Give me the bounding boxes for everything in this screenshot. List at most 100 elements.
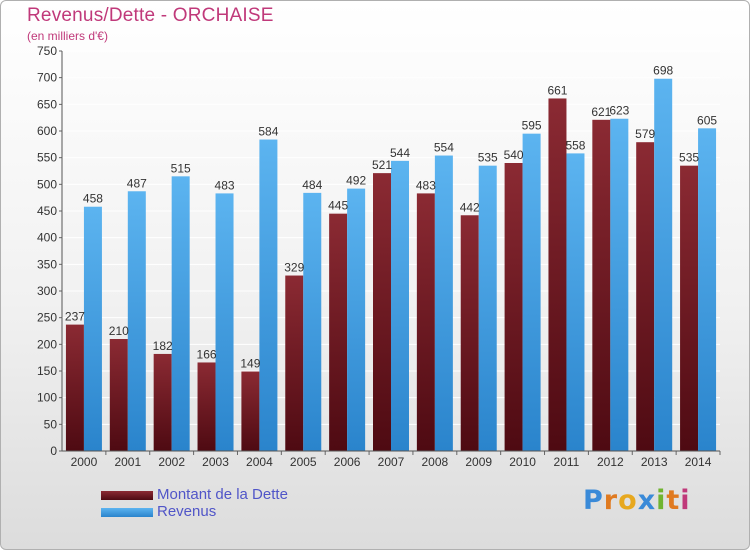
y-tick-label: 450: [37, 204, 57, 218]
data-label-dette: 579: [635, 127, 655, 141]
y-tick-label: 600: [37, 124, 57, 138]
proxiti-logo: Proxiti: [583, 485, 691, 516]
bar-revenus: [522, 133, 541, 451]
bar-dette: [504, 163, 523, 451]
bar-revenus: [391, 160, 409, 451]
bar-dette: [548, 98, 567, 451]
x-tick-label: 2006: [334, 455, 361, 469]
data-label-revenus: 487: [127, 176, 147, 190]
data-label-revenus: 492: [346, 174, 366, 188]
legend-label-revenus: Revenus: [157, 503, 217, 520]
bar-revenus: [83, 206, 102, 451]
x-tick-label: 2003: [202, 455, 229, 469]
logo-letter: i: [680, 485, 691, 516]
y-tick-label: 400: [37, 231, 57, 245]
chart-title: Revenus/Dette - ORCHAISE: [27, 5, 274, 26]
data-label-revenus: 535: [478, 151, 498, 165]
bar-revenus: [566, 153, 585, 451]
data-label-dette: 445: [328, 199, 348, 213]
bar-revenus: [303, 192, 322, 451]
x-tick-label: 2010: [509, 455, 536, 469]
x-tick-label: 2000: [71, 455, 98, 469]
x-tick-label: 2009: [465, 455, 492, 469]
data-label-dette: 442: [460, 200, 480, 214]
data-label-revenus: 584: [258, 125, 278, 139]
x-tick-label: 2014: [685, 455, 712, 469]
x-tick-label: 2001: [114, 455, 141, 469]
bar-revenus: [215, 193, 234, 451]
y-tick-label: 500: [37, 177, 57, 191]
bar-dette: [285, 275, 304, 451]
data-label-dette: 182: [153, 339, 173, 353]
logo-letter: r: [603, 485, 619, 516]
data-label-dette: 521: [372, 158, 392, 172]
bar-revenus: [698, 128, 717, 451]
y-tick-label: 50: [44, 417, 58, 431]
y-tick-label: 0: [50, 444, 57, 458]
bar-dette: [592, 119, 611, 452]
data-label-revenus: 483: [215, 178, 235, 192]
logo-letter: i: [656, 485, 667, 516]
x-tick-label: 2011: [554, 455, 580, 469]
y-tick-label: 200: [37, 337, 57, 351]
x-tick-label: 2004: [246, 455, 273, 469]
bar-dette: [373, 173, 391, 451]
bar-dette: [153, 353, 172, 451]
data-label-revenus: 698: [653, 64, 673, 78]
data-label-revenus: 623: [609, 104, 629, 118]
y-tick-label: 300: [37, 284, 57, 298]
bar-dette: [680, 165, 699, 451]
data-label-dette: 661: [547, 83, 567, 97]
bar-dette: [241, 371, 260, 451]
bar-revenus: [347, 188, 366, 451]
logo-letter: o: [618, 485, 638, 516]
y-tick-label: 700: [37, 71, 57, 85]
data-label-revenus: 458: [83, 192, 103, 206]
y-tick-label: 550: [37, 151, 57, 165]
y-tick-label: 150: [37, 364, 57, 378]
data-label-dette: 237: [65, 310, 85, 324]
y-tick-label: 650: [37, 97, 57, 111]
bar-revenus: [654, 78, 673, 451]
logo-letter: t: [666, 485, 681, 516]
data-label-revenus: 515: [171, 161, 191, 175]
data-label-revenus: 554: [434, 141, 454, 155]
x-tick-label: 2005: [290, 455, 317, 469]
bar-dette: [636, 142, 655, 451]
bar-dette: [109, 339, 128, 451]
x-tick-label: 2013: [641, 455, 668, 469]
y-tick-label: 750: [37, 44, 57, 58]
bar-revenus: [171, 176, 190, 452]
bar-revenus: [259, 139, 278, 452]
y-tick-label: 350: [37, 257, 57, 271]
bars-group: [65, 78, 717, 452]
logo-letter: x: [637, 485, 657, 516]
data-label-dette: 210: [109, 324, 129, 338]
y-tick-label: 100: [37, 391, 57, 405]
bar-revenus: [478, 165, 497, 451]
bar-dette: [65, 324, 84, 451]
bar-dette: [329, 213, 348, 451]
x-tick-label: 2007: [378, 455, 405, 469]
bar-revenus: [127, 191, 146, 451]
bar-dette: [197, 362, 216, 451]
data-label-revenus: 558: [565, 138, 585, 152]
data-labels: 237 458 210 487 182 515 166 483 149 584 329 484 445 4…: [65, 64, 717, 371]
bar-dette: [416, 193, 435, 451]
chart-subtitle: (en milliers d'€): [27, 29, 108, 43]
data-label-dette: 540: [504, 148, 524, 162]
x-tick-label: 2012: [597, 455, 624, 469]
data-label-dette: 149: [240, 357, 260, 371]
bar-revenus: [610, 118, 629, 451]
legend-swatch-revenus: [101, 508, 153, 517]
legend-label-dette: Montant de la Dette: [157, 486, 288, 503]
data-label-dette: 166: [197, 347, 217, 361]
data-label-revenus: 605: [697, 113, 717, 127]
data-label-dette: 483: [416, 178, 436, 192]
data-label-revenus: 595: [522, 119, 542, 133]
axes: 0 50 100 150 200 250 300 350 400 450 500 550 600 650 7…: [37, 44, 721, 469]
x-tick-label: 2008: [422, 455, 449, 469]
x-tick-label: 2002: [158, 455, 185, 469]
